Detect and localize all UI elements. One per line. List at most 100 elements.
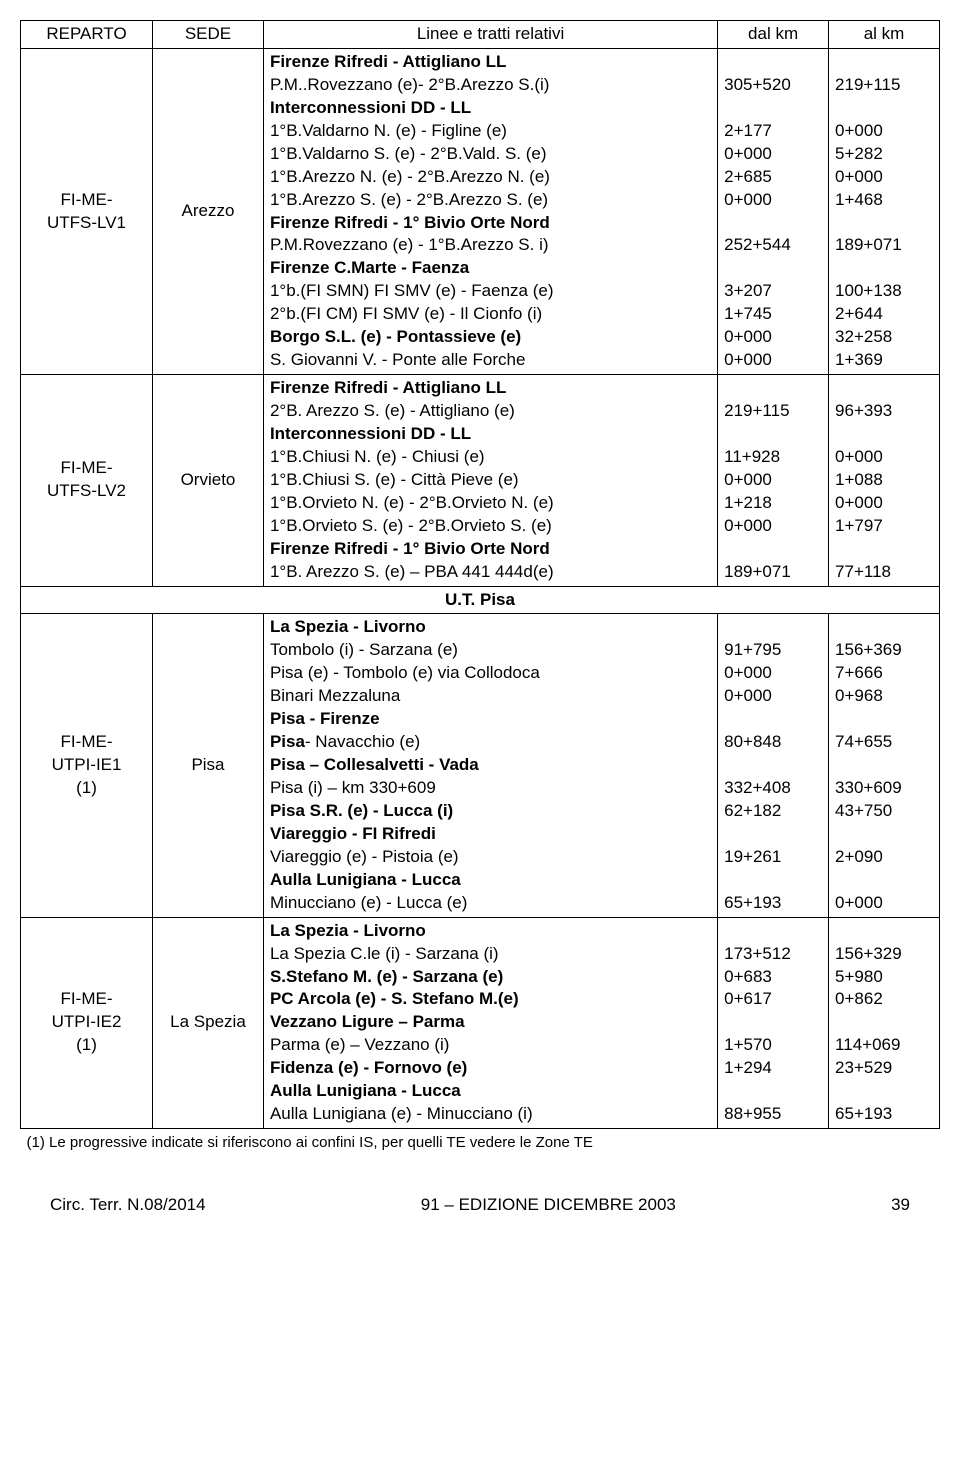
line-text: Pisa S.R. (e) - Lucca (i) — [270, 800, 711, 823]
alkm-value: 156+329 — [835, 943, 933, 966]
line-text: Aulla Lunigiana - Lucca — [270, 1080, 711, 1103]
dalkm-value — [724, 257, 822, 280]
main-table: REPARTO SEDE Linee e tratti relativi dal… — [20, 20, 940, 1155]
dalkm-value: 11+928 — [724, 446, 822, 469]
footer-left: Circ. Terr. N.08/2014 — [50, 1195, 206, 1215]
line-text: Binari Mezzaluna — [270, 685, 711, 708]
hdr-dalkm: dal km — [718, 21, 829, 49]
alkm-value: 1+369 — [835, 349, 933, 372]
line-text: Interconnessioni DD - LL — [270, 97, 711, 120]
alkm-value: 100+138 — [835, 280, 933, 303]
dalkm-value — [724, 1080, 822, 1103]
lines-cell: La Spezia - LivornoLa Spezia C.le (i) - … — [263, 917, 717, 1128]
dalkm-value — [724, 538, 822, 561]
alkm-value: 5+282 — [835, 143, 933, 166]
line-text: Pisa - Navacchio (e) — [270, 731, 711, 754]
dalkm-value: 3+207 — [724, 280, 822, 303]
footer-center: 91 – EDIZIONE DICEMBRE 2003 — [421, 1195, 676, 1215]
alkm-value — [835, 377, 933, 400]
alkm-value: 7+666 — [835, 662, 933, 685]
dalkm-value: 0+000 — [724, 349, 822, 372]
alkm-value — [835, 212, 933, 235]
alkm-value: 0+000 — [835, 492, 933, 515]
dalkm-value: 0+000 — [724, 662, 822, 685]
dalkm-value — [724, 920, 822, 943]
alkm-value: 32+258 — [835, 326, 933, 349]
page-footer: Circ. Terr. N.08/2014 91 – EDIZIONE DICE… — [20, 1195, 940, 1215]
dalkm-cell: 91+7950+0000+000 80+848 332+40862+182 19… — [718, 614, 829, 917]
reparto-cell: FI-ME-UTPI-IE1(1) — [21, 614, 153, 917]
line-text: Firenze Rifredi - Attigliano LL — [270, 377, 711, 400]
alkm-value — [835, 823, 933, 846]
line-text: Firenze Rifredi - Attigliano LL — [270, 51, 711, 74]
table-row: FI-ME-UTFS-LV1ArezzoFirenze Rifredi - At… — [21, 48, 940, 374]
alkm-value — [835, 708, 933, 731]
alkm-value: 0+000 — [835, 892, 933, 915]
line-text: Pisa (i) – km 330+609 — [270, 777, 711, 800]
dalkm-value: 1+745 — [724, 303, 822, 326]
line-text: Vezzano Ligure – Parma — [270, 1011, 711, 1034]
dalkm-value — [724, 869, 822, 892]
reparto-cell: FI-ME-UTFS-LV2 — [21, 375, 153, 586]
sede-cell: Arezzo — [153, 48, 264, 374]
dalkm-cell: 305+520 2+1770+0002+6850+000 252+544 3+2… — [718, 48, 829, 374]
alkm-value: 219+115 — [835, 74, 933, 97]
dalkm-value: 1+218 — [724, 492, 822, 515]
line-text: Tombolo (i) - Sarzana (e) — [270, 639, 711, 662]
lines-cell: La Spezia - LivornoTombolo (i) - Sarzana… — [263, 614, 717, 917]
alkm-value: 5+980 — [835, 966, 933, 989]
alkm-value: 1+797 — [835, 515, 933, 538]
line-text: La Spezia - Livorno — [270, 616, 711, 639]
dalkm-value: 0+000 — [724, 685, 822, 708]
table-row: FI-ME-UTPI-IE2(1)La SpeziaLa Spezia - Li… — [21, 917, 940, 1128]
alkm-value — [835, 538, 933, 561]
line-text: PC Arcola (e) - S. Stefano M.(e) — [270, 988, 711, 1011]
line-text: 2°b.(FI CM) FI SMV (e) - Il Cionfo (i) — [270, 303, 711, 326]
hdr-alkm: al km — [829, 21, 940, 49]
dalkm-value: 219+115 — [724, 400, 822, 423]
alkm-value: 43+750 — [835, 800, 933, 823]
alkm-value — [835, 869, 933, 892]
line-text: La Spezia C.le (i) - Sarzana (i) — [270, 943, 711, 966]
line-text: 2°B. Arezzo S. (e) - Attigliano (e) — [270, 400, 711, 423]
sede-cell: La Spezia — [153, 917, 264, 1128]
dalkm-value — [724, 708, 822, 731]
dalkm-value: 91+795 — [724, 639, 822, 662]
line-text: 1°B.Orvieto N. (e) - 2°B.Orvieto N. (e) — [270, 492, 711, 515]
alkm-value: 189+071 — [835, 234, 933, 257]
dalkm-value — [724, 51, 822, 74]
dalkm-value: 88+955 — [724, 1103, 822, 1126]
alkm-value: 0+000 — [835, 120, 933, 143]
sede-cell: Pisa — [153, 614, 264, 917]
dalkm-value — [724, 212, 822, 235]
alkm-value: 1+468 — [835, 189, 933, 212]
table-row: FI-ME-UTPI-IE1(1)PisaLa Spezia - Livorno… — [21, 614, 940, 917]
alkm-value — [835, 1080, 933, 1103]
alkm-value: 77+118 — [835, 561, 933, 584]
alkm-value: 2+090 — [835, 846, 933, 869]
dalkm-value: 2+685 — [724, 166, 822, 189]
alkm-cell: 156+3697+6660+968 74+655 330+60943+750 2… — [829, 614, 940, 917]
alkm-value — [835, 423, 933, 446]
line-text: 1°B.Arezzo S. (e) - 2°B.Arezzo S. (e) — [270, 189, 711, 212]
alkm-value: 0+000 — [835, 446, 933, 469]
dalkm-value: 0+000 — [724, 469, 822, 492]
dalkm-value: 332+408 — [724, 777, 822, 800]
alkm-value: 23+529 — [835, 1057, 933, 1080]
dalkm-value — [724, 97, 822, 120]
line-text: Viareggio (e) - Pistoia (e) — [270, 846, 711, 869]
alkm-cell: 219+115 0+0005+2820+0001+468 189+071 100… — [829, 48, 940, 374]
dalkm-value: 1+570 — [724, 1034, 822, 1057]
dalkm-value: 0+000 — [724, 515, 822, 538]
alkm-value: 114+069 — [835, 1034, 933, 1057]
dalkm-value — [724, 377, 822, 400]
line-text: 1°B.Orvieto S. (e) - 2°B.Orvieto S. (e) — [270, 515, 711, 538]
dalkm-value: 0+683 — [724, 966, 822, 989]
alkm-value: 74+655 — [835, 731, 933, 754]
footnote: (1) Le progressive indicate si riferisco… — [21, 1129, 940, 1156]
dalkm-value — [724, 1011, 822, 1034]
line-text: Minucciano (e) - Lucca (e) — [270, 892, 711, 915]
line-text: Aulla Lunigiana - Lucca — [270, 869, 711, 892]
alkm-value — [835, 616, 933, 639]
line-text: P.M..Rovezzano (e)- 2°B.Arezzo S.(i) — [270, 74, 711, 97]
